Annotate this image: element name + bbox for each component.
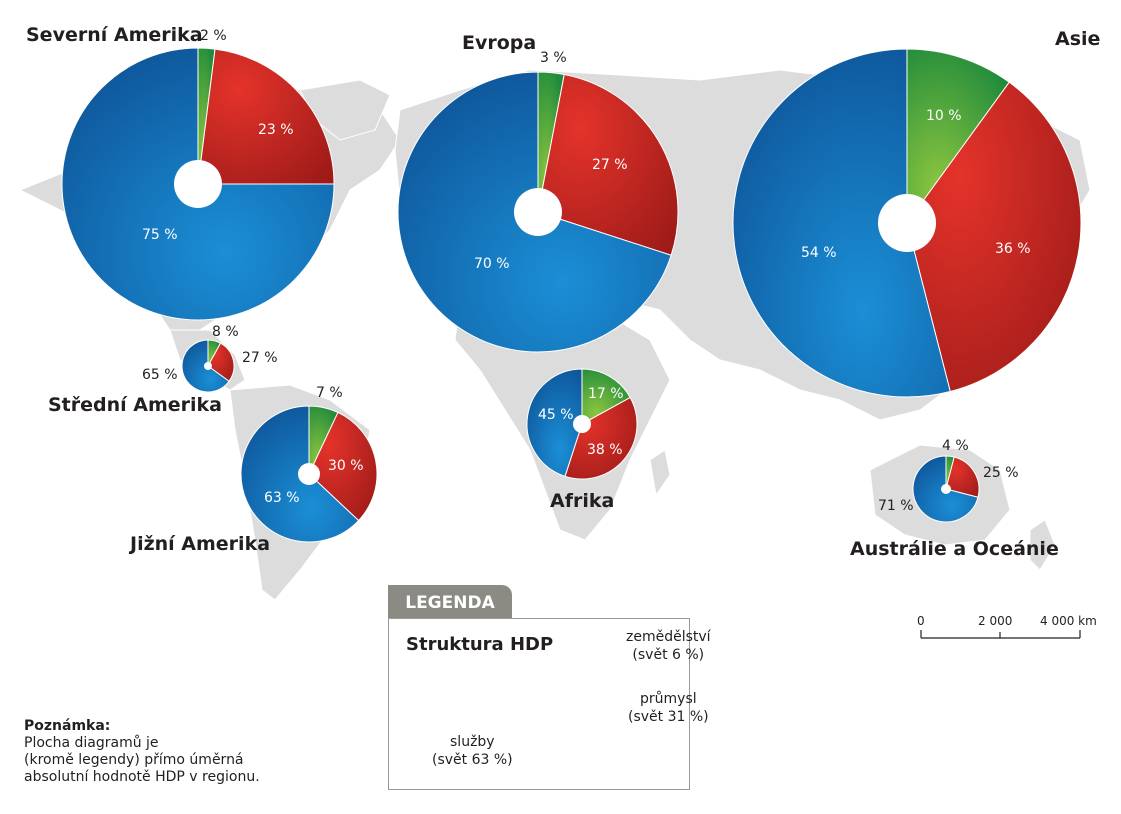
pie-north-america-center-hole	[174, 160, 222, 208]
region-label-central-america: Střední Amerika	[48, 394, 223, 416]
madagascar-landmass	[649, 449, 671, 497]
note-heading: Poznámka:	[24, 718, 111, 734]
legend-box	[388, 618, 690, 790]
pie-australia-slice-ind	[945, 456, 980, 498]
pie-africa-slice-ind	[564, 396, 638, 480]
ca-serv-label: 65 %	[142, 367, 178, 383]
as-ind-label: 36 %	[995, 241, 1031, 257]
pie-europe-center-hole	[514, 188, 562, 236]
pie-australia	[912, 455, 980, 523]
scale-label-4000: 4 000 km	[1040, 614, 1097, 628]
region-label-africa: Afrika	[550, 490, 615, 512]
legend-tab: LEGENDA	[388, 585, 512, 619]
na-ind-label: 23 %	[258, 122, 294, 138]
ca-ind-label: 27 %	[242, 350, 278, 366]
legend-ind-world: (svět 31 %)	[628, 709, 709, 725]
region-label-north-america: Severní Amerika	[26, 24, 203, 46]
ca-agri-label: 8 %	[212, 324, 239, 340]
note-line2: (kromě legendy) přímo úměrná	[24, 752, 244, 768]
legend-serv-world: (svět 63 %)	[432, 752, 513, 768]
pie-europe-slice-ind	[537, 73, 679, 256]
pie-central-america-center-hole	[204, 362, 212, 370]
legend-serv-label: služby (svět 63 %)	[432, 733, 513, 769]
legend-ind-name: průmysl	[640, 691, 697, 707]
legend-agri-name: zemědělství	[626, 629, 711, 645]
legend-agri-label: zemědělství (svět 6 %)	[626, 628, 711, 664]
pie-asia	[732, 48, 1082, 398]
pie-asia-slice-serv	[732, 48, 951, 398]
na-agri-label: 2 %	[200, 28, 227, 44]
pie-asia-center-hole	[878, 194, 936, 252]
af-agri-label: 17 %	[588, 386, 624, 402]
pie-south-america-center-hole	[298, 463, 320, 485]
pie-north-america-slice-ind	[197, 48, 335, 185]
pie-africa-center-hole	[573, 415, 591, 433]
pie-australia-center-hole	[941, 484, 951, 494]
scale-label-2000: 2 000	[978, 614, 1013, 628]
eu-serv-label: 70 %	[474, 256, 510, 272]
na-serv-label: 75 %	[142, 227, 178, 243]
scale-label-0: 0	[917, 614, 925, 628]
eu-agri-label: 3 %	[540, 50, 567, 66]
au-ind-label: 25 %	[983, 465, 1019, 481]
legend-agri-world: (svět 6 %)	[632, 647, 705, 663]
af-serv-label: 45 %	[538, 407, 574, 423]
note-line1: Plocha diagramů je	[24, 735, 159, 751]
pie-south-america	[240, 405, 378, 543]
as-agri-label: 10 %	[926, 108, 962, 124]
pie-south-america-slice-ind	[308, 411, 378, 522]
legend-serv-name: služby	[450, 734, 495, 750]
pie-europe	[397, 71, 679, 353]
au-agri-label: 4 %	[942, 438, 969, 454]
region-label-europe: Evropa	[462, 32, 537, 54]
pie-central-america	[181, 339, 235, 393]
sa-serv-label: 63 %	[264, 490, 300, 506]
region-label-australia: Austrálie a Oceánie	[850, 538, 1059, 560]
legend-ind-label: průmysl (svět 31 %)	[628, 690, 709, 726]
eu-ind-label: 27 %	[592, 157, 628, 173]
new-zealand-landmass	[1029, 519, 1056, 571]
pie-africa-slice-agri	[581, 368, 631, 425]
scale-bar	[920, 630, 1081, 639]
note: Poznámka: Plocha diagramů je (kromě lege…	[24, 718, 260, 786]
note-line3: absolutní hodnotě HDP v regionu.	[24, 769, 260, 785]
pie-asia-slice-agri	[906, 48, 1010, 225]
au-serv-label: 71 %	[878, 498, 914, 514]
region-label-asia: Asie	[1055, 28, 1101, 50]
af-ind-label: 38 %	[587, 442, 623, 458]
pie-north-america	[61, 47, 335, 321]
pie-asia-slice-ind	[906, 81, 1082, 393]
pie-africa	[526, 368, 638, 480]
legend-title: Struktura HDP	[406, 634, 554, 655]
region-label-south-america: Jižní Amerika	[130, 533, 271, 555]
sa-agri-label: 7 %	[316, 385, 343, 401]
sa-ind-label: 30 %	[328, 458, 364, 474]
pie-africa-slice-serv	[526, 368, 583, 477]
as-serv-label: 54 %	[801, 245, 837, 261]
pie-central-america-slice-ind	[207, 342, 235, 382]
